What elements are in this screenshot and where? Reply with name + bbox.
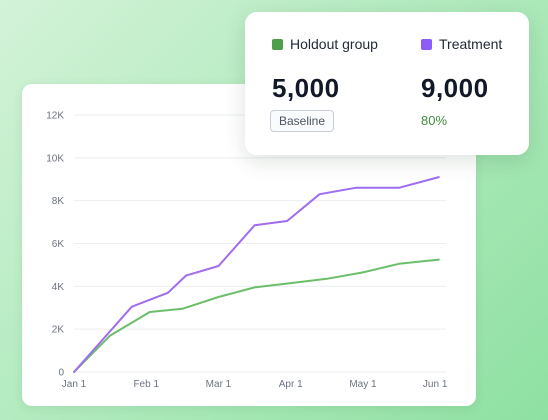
y-tick-label: 10K — [46, 153, 64, 164]
y-tick-label: 2K — [52, 325, 65, 336]
x-tick-label: Mar 1 — [206, 379, 232, 390]
holdout-value: 5,000 — [272, 73, 340, 103]
holdout-line — [73, 258, 440, 373]
y-tick-label: 6K — [52, 239, 65, 250]
treatment-value: 9,000 — [421, 73, 489, 103]
holdout-legend: Holdout group — [272, 36, 378, 52]
treatment-line — [73, 176, 440, 373]
treatment-swatch — [421, 38, 432, 50]
treatment-legend: Treatment — [421, 36, 502, 52]
stats-card: Holdout group 5,000 Baseline Treatment 9… — [245, 12, 529, 155]
holdout-swatch — [272, 38, 283, 50]
y-tick-label: 0 — [58, 368, 64, 379]
y-tick-label: 12K — [46, 111, 64, 122]
holdout-label: Holdout group — [290, 36, 378, 52]
x-tick-label: Jun 1 — [423, 379, 448, 390]
x-tick-label: Jan 1 — [62, 379, 87, 390]
y-tick-label: 4K — [52, 282, 65, 293]
treatment-label: Treatment — [439, 36, 503, 52]
x-tick-label: Feb 1 — [133, 379, 159, 390]
baseline-badge: Baseline — [270, 110, 335, 132]
y-tick-label: 8K — [52, 196, 65, 207]
lift-percentage: 80% — [421, 113, 448, 128]
x-tick-label: May 1 — [349, 379, 377, 390]
x-tick-label: Apr 1 — [279, 379, 303, 390]
line-chart: 0 2K 4K 6K 8K 10K 12K Jan 1 Feb 1 Mar 1 Apr 1 May 1… — [46, 111, 448, 391]
